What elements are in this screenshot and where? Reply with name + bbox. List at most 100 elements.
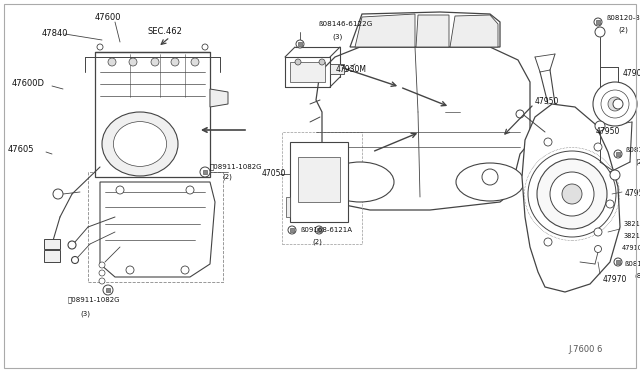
Circle shape (595, 121, 605, 131)
Circle shape (614, 150, 622, 158)
Circle shape (550, 172, 594, 216)
Circle shape (544, 138, 552, 146)
Text: ß08120-8162E: ß08120-8162E (606, 15, 640, 21)
Circle shape (295, 59, 301, 65)
Circle shape (186, 186, 194, 194)
Text: 47600: 47600 (95, 13, 122, 22)
Bar (291, 228, 294, 232)
Polygon shape (355, 14, 415, 47)
Circle shape (601, 90, 629, 118)
Text: (8): (8) (634, 273, 640, 279)
Circle shape (595, 27, 605, 37)
Bar (616, 260, 620, 264)
Circle shape (99, 262, 105, 268)
Bar (317, 228, 321, 232)
Polygon shape (350, 12, 500, 47)
Circle shape (53, 189, 63, 199)
Text: (2): (2) (222, 174, 232, 180)
Polygon shape (210, 89, 228, 107)
Circle shape (594, 18, 602, 26)
Circle shape (99, 270, 105, 276)
Circle shape (593, 82, 637, 126)
Circle shape (99, 278, 105, 284)
Circle shape (544, 238, 552, 246)
Bar (290, 62, 325, 82)
Text: 47050: 47050 (262, 170, 286, 179)
Polygon shape (100, 182, 215, 277)
Circle shape (315, 226, 323, 234)
Text: (2): (2) (312, 239, 322, 245)
Text: 47950: 47950 (596, 128, 620, 137)
Text: ⓝ08911-1082G: ⓝ08911-1082G (210, 164, 262, 170)
Circle shape (594, 143, 602, 151)
Bar (95, 52, 210, 177)
Circle shape (116, 186, 124, 194)
Circle shape (608, 97, 622, 111)
Bar (298, 157, 340, 202)
Polygon shape (522, 104, 620, 292)
Text: 47840: 47840 (42, 29, 68, 38)
Text: (2): (2) (635, 159, 640, 165)
Circle shape (319, 59, 325, 65)
Circle shape (97, 44, 103, 50)
Circle shape (606, 200, 614, 208)
Circle shape (202, 44, 208, 50)
Text: ß08156-8165M: ß08156-8165M (625, 147, 640, 153)
Text: 47970: 47970 (603, 276, 627, 285)
Circle shape (516, 110, 524, 118)
Text: 47900M: 47900M (623, 70, 640, 78)
Text: 47600D: 47600D (12, 80, 45, 89)
Text: (2): (2) (618, 27, 628, 33)
Circle shape (595, 246, 602, 253)
Text: J.7600 6: J.7600 6 (568, 346, 602, 355)
Circle shape (171, 58, 179, 66)
Circle shape (296, 40, 304, 48)
Text: SEC.462: SEC.462 (148, 28, 183, 36)
Text: 38210H(LH): 38210H(LH) (624, 233, 640, 239)
Circle shape (151, 58, 159, 66)
Text: ß08156-8165M: ß08156-8165M (624, 261, 640, 267)
Bar (596, 20, 600, 23)
Circle shape (614, 258, 622, 266)
Circle shape (126, 266, 134, 274)
Circle shape (72, 257, 79, 263)
Bar (298, 42, 301, 46)
Text: 47950: 47950 (535, 97, 559, 106)
Circle shape (68, 241, 76, 249)
Text: 47930M: 47930M (336, 65, 367, 74)
Ellipse shape (102, 112, 178, 176)
Bar (88, 172, 223, 282)
Text: ⓝ08911-1082G: ⓝ08911-1082G (68, 297, 120, 303)
Bar (286, 197, 290, 217)
Text: 38210G(RH): 38210G(RH) (624, 221, 640, 227)
Circle shape (103, 285, 113, 295)
Circle shape (610, 170, 620, 180)
Circle shape (191, 58, 199, 66)
Text: (3): (3) (80, 311, 90, 317)
Text: 47910(RH&LH): 47910(RH&LH) (622, 245, 640, 251)
Circle shape (613, 99, 623, 109)
Ellipse shape (113, 122, 166, 166)
Circle shape (537, 159, 607, 229)
Circle shape (594, 228, 602, 236)
Bar (330, 64, 344, 74)
Bar (616, 153, 620, 155)
Text: ß09168-6121A: ß09168-6121A (300, 227, 352, 233)
Polygon shape (305, 47, 530, 210)
Circle shape (181, 266, 189, 274)
Bar (44, 250, 60, 262)
Polygon shape (416, 15, 449, 47)
Text: 47950: 47950 (625, 189, 640, 199)
Circle shape (288, 226, 296, 234)
Bar (106, 288, 110, 292)
Polygon shape (450, 15, 498, 47)
Bar (282, 132, 362, 244)
Circle shape (108, 58, 116, 66)
Circle shape (200, 167, 210, 177)
Text: 47605: 47605 (8, 145, 35, 154)
Circle shape (562, 184, 582, 204)
Bar (203, 170, 207, 174)
Circle shape (129, 58, 137, 66)
Circle shape (482, 169, 498, 185)
Ellipse shape (326, 162, 394, 202)
